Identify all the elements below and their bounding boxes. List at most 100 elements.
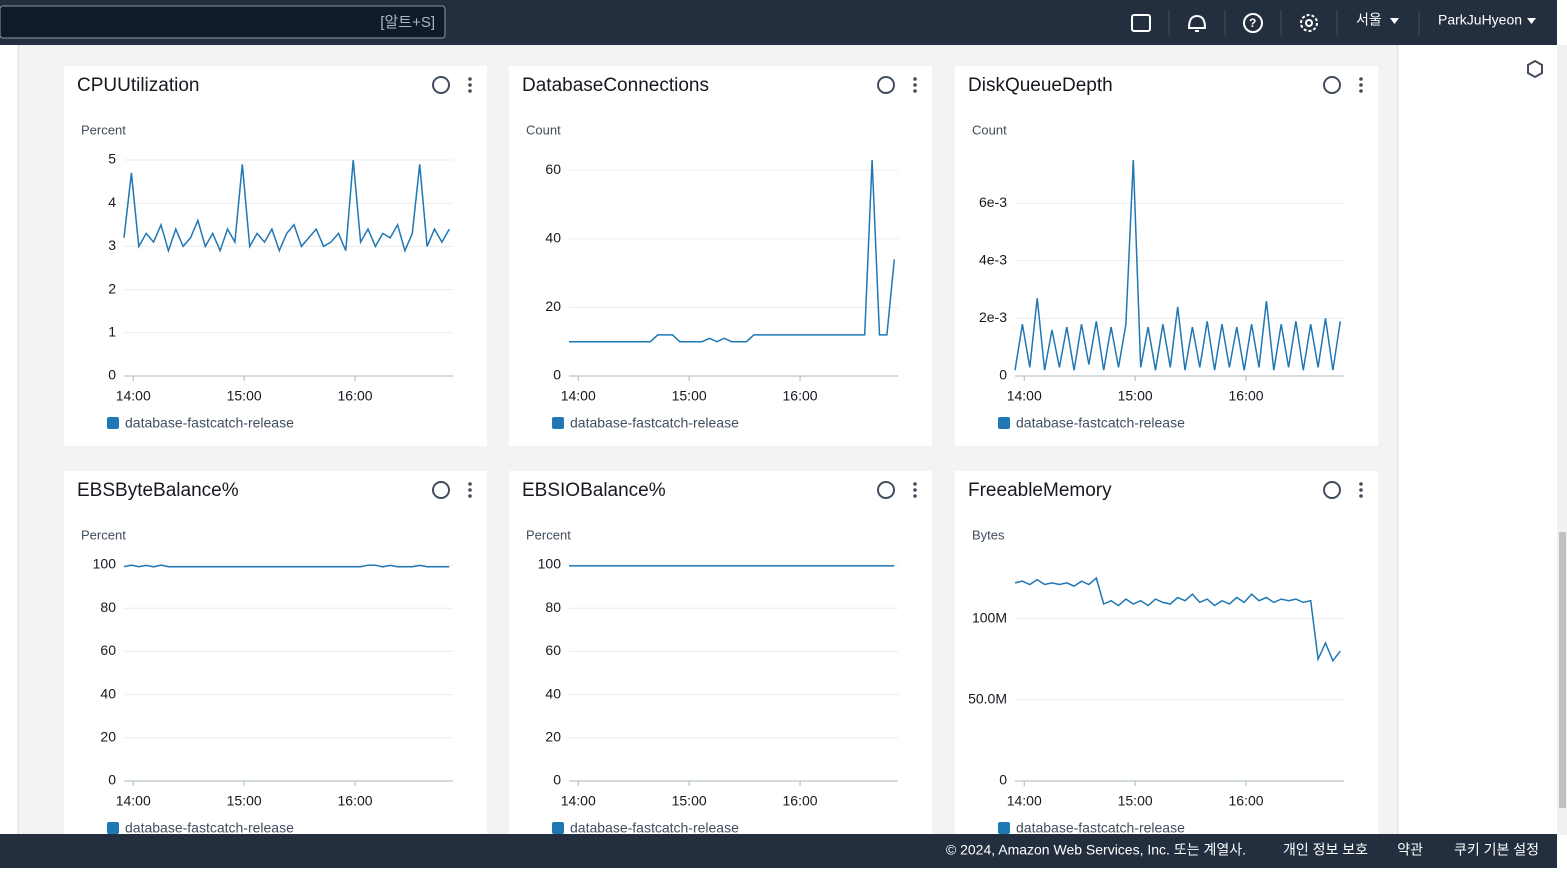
menu-dot xyxy=(1359,494,1363,498)
scrollbar[interactable] xyxy=(1557,45,1567,835)
legend-label: database-fastcatch-release xyxy=(570,415,739,431)
menu-dot xyxy=(468,89,472,93)
copyright: © 2024, Amazon Web Services, Inc. 또는 계열사… xyxy=(946,842,1246,858)
top-icons xyxy=(1131,13,1318,33)
x-tick-label: 16:00 xyxy=(338,793,373,809)
footer-link[interactable]: 쿠키 기본 설정 xyxy=(1454,842,1539,858)
info-icon[interactable] xyxy=(432,481,450,499)
y-tick-label: 0 xyxy=(999,367,1007,383)
chart-panel xyxy=(64,471,487,851)
series-line xyxy=(1014,576,1341,663)
y-axis-label: Percent xyxy=(81,122,126,137)
series-line xyxy=(569,159,896,343)
y-tick-label: 20 xyxy=(545,298,561,314)
x-tick-label: 14:00 xyxy=(561,793,596,809)
y-tick-label: 3 xyxy=(108,237,116,253)
chart-title: FreeableMemory xyxy=(968,480,1112,501)
legend-swatch xyxy=(107,417,119,429)
y-tick-label: 1 xyxy=(108,324,116,340)
footer-link[interactable]: 약관 xyxy=(1397,842,1423,858)
info-icon[interactable] xyxy=(432,76,450,94)
caret xyxy=(1527,18,1536,24)
x-tick-label: 15:00 xyxy=(672,388,707,404)
y-tick-label: 6e-3 xyxy=(979,194,1007,210)
menu-dot xyxy=(1359,77,1363,81)
menu-dot xyxy=(913,482,917,486)
search-box[interactable] xyxy=(0,5,446,39)
y-axis-label: Percent xyxy=(81,527,126,542)
series-line xyxy=(123,159,450,254)
legend-label: database-fastcatch-release xyxy=(570,820,739,836)
chart-title: DiskQueueDepth xyxy=(968,75,1113,96)
menu-dot xyxy=(913,83,917,87)
chart-title: CPUUtilization xyxy=(77,75,199,96)
menu-dot xyxy=(468,77,472,81)
help-icon[interactable] xyxy=(1243,13,1263,33)
user-menu[interactable]: ParkJuHyeon xyxy=(1438,12,1522,28)
x-tick-label: 16:00 xyxy=(783,793,818,809)
y-tick-label: 50.0M xyxy=(968,691,1007,707)
y-tick-label: 20 xyxy=(100,729,116,745)
legend-swatch xyxy=(552,417,564,429)
legend-label: database-fastcatch-release xyxy=(1016,820,1185,836)
y-tick-label: 60 xyxy=(545,642,561,658)
y-tick-label: 40 xyxy=(545,685,561,701)
menu-dot xyxy=(1359,482,1363,486)
chart-panel xyxy=(64,66,487,446)
menu-dot xyxy=(913,89,917,93)
legend-swatch xyxy=(998,822,1010,834)
settings-icon[interactable] xyxy=(1300,14,1318,32)
y-axis-label: Count xyxy=(526,122,561,137)
footer-link[interactable]: 개인 정보 보호 xyxy=(1283,842,1368,858)
menu-dot xyxy=(468,83,472,87)
bell-icon[interactable] xyxy=(1187,14,1207,32)
y-axis-label: Bytes xyxy=(972,527,1005,542)
menu-dot xyxy=(1359,83,1363,87)
x-tick-label: 14:00 xyxy=(1007,388,1042,404)
legend-swatch xyxy=(552,822,564,834)
y-tick-label: 0 xyxy=(553,367,561,383)
y-tick-label: 20 xyxy=(545,729,561,745)
x-tick-label: 16:00 xyxy=(1229,793,1264,809)
scrollbar-thumb[interactable] xyxy=(1559,532,1566,808)
info-icon[interactable] xyxy=(877,481,895,499)
y-tick-label: 4 xyxy=(108,194,116,210)
x-tick-label: 16:00 xyxy=(783,388,818,404)
y-tick-label: 4e-3 xyxy=(979,252,1007,268)
y-tick-label: 100 xyxy=(538,556,562,572)
chart-title: EBSByteBalance% xyxy=(77,480,239,501)
x-tick-label: 14:00 xyxy=(116,793,151,809)
chart-title: DatabaseConnections xyxy=(522,75,709,96)
x-tick-label: 14:00 xyxy=(116,388,151,404)
y-tick-label: 2 xyxy=(108,280,116,296)
x-tick-label: 15:00 xyxy=(227,793,262,809)
chart-panel xyxy=(509,471,932,851)
legend-label: database-fastcatch-release xyxy=(125,820,294,836)
search-shortcut: [알트+S] xyxy=(380,14,435,31)
info-icon[interactable] xyxy=(1323,481,1341,499)
chart-panel xyxy=(955,66,1378,446)
info-icon[interactable] xyxy=(1323,76,1341,94)
y-tick-label: 0 xyxy=(553,772,561,788)
charts: CPUUtilization Percent 0 1 2 3 4 5 14:00 15:00 16:… xyxy=(64,66,1378,851)
menu-dot xyxy=(468,488,472,492)
side-icon[interactable] xyxy=(1527,59,1543,79)
x-tick-label: 14:00 xyxy=(1007,793,1042,809)
cloudshell-icon[interactable] xyxy=(1131,14,1151,32)
x-tick-label: 15:00 xyxy=(1118,388,1153,404)
y-axis-label: Percent xyxy=(526,527,571,542)
info-icon[interactable] xyxy=(877,76,895,94)
series-line xyxy=(123,564,450,568)
y-axis-label: Count xyxy=(972,122,1007,137)
x-tick-label: 16:00 xyxy=(338,388,373,404)
chart-title: EBSIOBalance% xyxy=(522,480,666,501)
region-menu[interactable]: 서울 xyxy=(1356,12,1382,28)
x-tick-label: 15:00 xyxy=(672,793,707,809)
y-tick-label: 40 xyxy=(545,230,561,246)
y-tick-label: 100M xyxy=(972,609,1007,625)
menu-dot xyxy=(913,494,917,498)
y-tick-label: 40 xyxy=(100,685,116,701)
menu-dot xyxy=(913,77,917,81)
x-tick-label: 16:00 xyxy=(1229,388,1264,404)
y-tick-label: 80 xyxy=(545,599,561,615)
